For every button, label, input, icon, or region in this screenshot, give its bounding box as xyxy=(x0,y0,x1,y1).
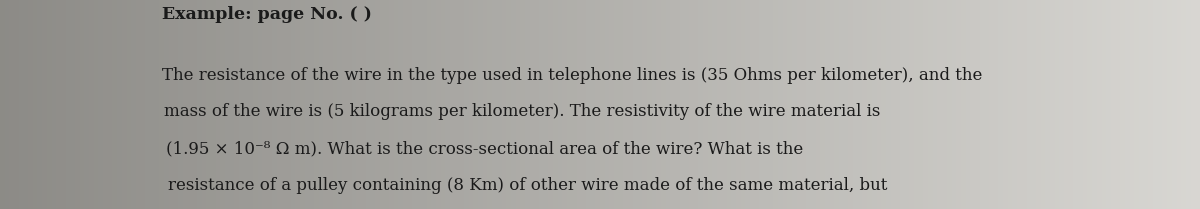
Text: Example: page No. ( ): Example: page No. ( ) xyxy=(162,6,372,23)
Text: resistance of a pulley containing (8 Km) of other wire made of the same material: resistance of a pulley containing (8 Km)… xyxy=(168,177,887,194)
Text: The resistance of the wire in the type used in telephone lines is (35 Ohms per k: The resistance of the wire in the type u… xyxy=(162,67,983,84)
Text: (1.95 × 10⁻⁸ Ω m). What is the cross-sectional area of the wire? What is the: (1.95 × 10⁻⁸ Ω m). What is the cross-sec… xyxy=(166,140,803,157)
Text: mass of the wire is (5 kilograms per kilometer). The resistivity of the wire mat: mass of the wire is (5 kilograms per kil… xyxy=(164,103,881,120)
